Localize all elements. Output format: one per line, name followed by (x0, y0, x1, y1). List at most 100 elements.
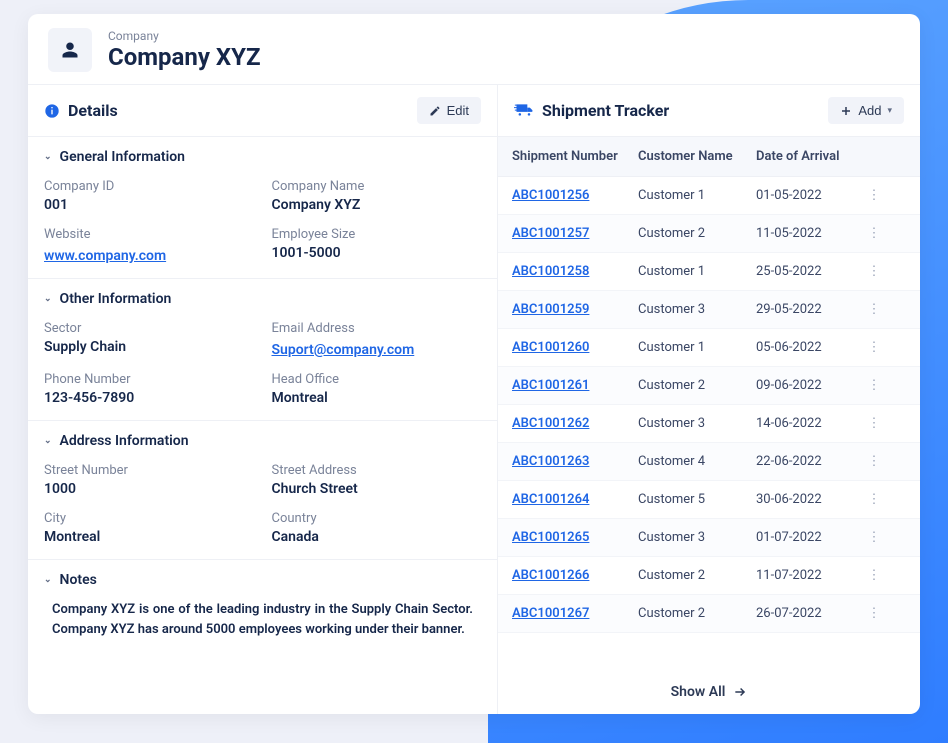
add-button-label: Add (858, 103, 881, 118)
details-panel: Details Edit ⌄ General Information Compa… (28, 85, 498, 714)
section-general-head[interactable]: ⌄ General Information (28, 137, 497, 171)
field-value: Church Street (272, 481, 482, 497)
row-actions-button[interactable]: ⋮ (856, 302, 892, 317)
avatar (48, 28, 92, 72)
section-notes-title: Notes (60, 572, 97, 588)
col-customer-name: Customer Name (638, 149, 756, 164)
row-actions-button[interactable]: ⋮ (856, 492, 892, 507)
cell-date: 25-05-2022 (756, 264, 856, 279)
field-label: Country (272, 511, 482, 526)
table-row: ABC1001256Customer 101-05-2022⋮ (498, 177, 920, 215)
shipment-link[interactable]: ABC1001260 (498, 340, 638, 355)
chevron-down-icon: ▾ (887, 105, 892, 116)
cell-customer: Customer 3 (638, 530, 756, 545)
section-address-head[interactable]: ⌄ Address Information (28, 421, 497, 455)
row-actions-button[interactable]: ⋮ (856, 454, 892, 469)
edit-button[interactable]: Edit (417, 97, 481, 124)
row-actions-button[interactable]: ⋮ (856, 416, 892, 431)
field-city: City Montreal (44, 511, 254, 545)
field-label: Company ID (44, 179, 254, 194)
shipment-link[interactable]: ABC1001257 (498, 226, 638, 241)
website-link[interactable]: www.company.com (44, 248, 166, 264)
info-icon (44, 103, 60, 119)
section-notes-head[interactable]: ⌄ Notes (28, 560, 497, 594)
field-street-address: Street Address Church Street (272, 463, 482, 497)
field-value: 1000 (44, 481, 254, 497)
cell-customer: Customer 5 (638, 492, 756, 507)
cell-date: 30-06-2022 (756, 492, 856, 507)
section-general: Company ID 001 Company Name Company XYZ … (28, 171, 497, 278)
section-other-head[interactable]: ⌄ Other Information (28, 279, 497, 313)
section-other: Sector Supply Chain Email Address Suport… (28, 313, 497, 420)
row-actions-button[interactable]: ⋮ (856, 188, 892, 203)
field-label: Phone Number (44, 372, 254, 387)
chevron-down-icon: ⌄ (44, 152, 52, 162)
field-employee-size: Employee Size 1001-5000 (272, 227, 482, 264)
chevron-down-icon: ⌄ (44, 294, 52, 304)
row-actions-button[interactable]: ⋮ (856, 568, 892, 583)
cell-date: 05-06-2022 (756, 340, 856, 355)
row-actions-button[interactable]: ⋮ (856, 340, 892, 355)
field-head-office: Head Office Montreal (272, 372, 482, 406)
table-row: ABC1001257Customer 211-05-2022⋮ (498, 215, 920, 253)
field-label: Head Office (272, 372, 482, 387)
details-title-text: Details (68, 101, 118, 120)
chevron-down-icon: ⌄ (44, 436, 52, 446)
email-link[interactable]: Suport@company.com (272, 342, 415, 358)
field-value: Montreal (44, 529, 254, 545)
table-row: ABC1001263Customer 422-06-2022⋮ (498, 443, 920, 481)
field-label: Website (44, 227, 254, 242)
field-company-id: Company ID 001 (44, 179, 254, 213)
field-website: Website www.company.com (44, 227, 254, 264)
tracker-title: Shipment Tracker (514, 101, 669, 121)
header-text: Company Company XYZ (108, 29, 261, 71)
cell-date: 09-06-2022 (756, 378, 856, 393)
field-label: City (44, 511, 254, 526)
row-actions-button[interactable]: ⋮ (856, 606, 892, 621)
shipment-link[interactable]: ABC1001261 (498, 378, 638, 393)
table-row: ABC1001267Customer 226-07-2022⋮ (498, 595, 920, 633)
field-value: Company XYZ (272, 197, 482, 213)
shipment-link[interactable]: ABC1001263 (498, 454, 638, 469)
table-row: ABC1001260Customer 105-06-2022⋮ (498, 329, 920, 367)
section-general-title: General Information (60, 149, 185, 165)
field-value: Montreal (272, 390, 482, 406)
field-label: Email Address (272, 321, 482, 336)
cell-date: 22-06-2022 (756, 454, 856, 469)
shipment-link[interactable]: ABC1001267 (498, 606, 638, 621)
cell-customer: Customer 2 (638, 226, 756, 241)
field-value: Canada (272, 529, 482, 545)
section-address: Street Number 1000 Street Address Church… (28, 455, 497, 559)
row-actions-button[interactable]: ⋮ (856, 264, 892, 279)
cell-customer: Customer 2 (638, 378, 756, 393)
cell-date: 11-07-2022 (756, 568, 856, 583)
person-icon (61, 41, 79, 59)
show-all-button[interactable]: Show All (498, 670, 920, 714)
details-panel-head: Details Edit (28, 85, 497, 137)
add-button[interactable]: Add ▾ (828, 97, 904, 124)
shipment-link[interactable]: ABC1001266 (498, 568, 638, 583)
cell-customer: Customer 1 (638, 264, 756, 279)
shipment-link[interactable]: ABC1001259 (498, 302, 638, 317)
field-value: 1001-5000 (272, 245, 482, 261)
truck-icon (514, 101, 534, 121)
cell-date: 11-05-2022 (756, 226, 856, 241)
notes-body: Company XYZ is one of the leading indust… (28, 594, 497, 655)
field-phone: Phone Number 123-456-7890 (44, 372, 254, 406)
company-label: Company (108, 29, 261, 43)
table-row: ABC1001259Customer 329-05-2022⋮ (498, 291, 920, 329)
cell-customer: Customer 2 (638, 606, 756, 621)
company-card: Company Company XYZ Details Edit ⌄ Gener… (28, 14, 920, 714)
shipment-link[interactable]: ABC1001262 (498, 416, 638, 431)
shipment-link[interactable]: ABC1001264 (498, 492, 638, 507)
cell-date: 01-05-2022 (756, 188, 856, 203)
row-actions-button[interactable]: ⋮ (856, 530, 892, 545)
cell-customer: Customer 1 (638, 340, 756, 355)
row-actions-button[interactable]: ⋮ (856, 378, 892, 393)
col-shipment-number: Shipment Number (498, 149, 638, 164)
shipment-link[interactable]: ABC1001265 (498, 530, 638, 545)
row-actions-button[interactable]: ⋮ (856, 226, 892, 241)
shipment-link[interactable]: ABC1001256 (498, 188, 638, 203)
shipment-link[interactable]: ABC1001258 (498, 264, 638, 279)
field-label: Street Address (272, 463, 482, 478)
